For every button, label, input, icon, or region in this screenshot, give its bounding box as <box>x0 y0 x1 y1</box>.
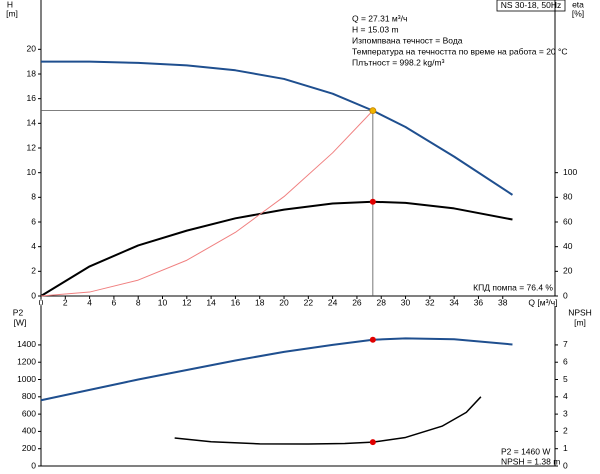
curve <box>174 396 482 445</box>
x-tick-label: 22 <box>304 297 314 307</box>
y-tick-label: 1400 <box>17 339 36 349</box>
info-line: Температура на течността по време на раб… <box>352 46 568 56</box>
x-tick-label: 6 <box>112 297 117 307</box>
y-axis-label: H <box>7 0 13 9</box>
model-box <box>496 0 566 12</box>
y-tick-label: 20 <box>27 44 37 54</box>
x-tick-label: 0 <box>39 297 44 307</box>
x-tick-label: 4 <box>87 297 92 307</box>
y-tick-label: 18 <box>27 68 37 78</box>
y2-tick-label: 5 <box>563 374 568 384</box>
model: NS 30-18, 50Hz <box>501 0 561 10</box>
y-tick-label: 0 <box>31 290 36 300</box>
y-tick-label: 2 <box>31 266 36 276</box>
y2-tick-label: 6 <box>563 356 568 366</box>
x-tick-label: 32 <box>425 297 435 307</box>
y-tick-label: 10 <box>27 167 37 177</box>
duty-point <box>369 439 376 446</box>
info-line: Изпомпвана течност = Вода <box>352 35 463 45</box>
y-tick-label: 6 <box>31 216 36 226</box>
y2-tick-label: 0 <box>563 290 568 300</box>
x-tick-label: 30 <box>401 297 411 307</box>
curve <box>41 60 514 196</box>
x-tick-label: 34 <box>449 297 459 307</box>
x-axis-label: Q [м³/ч] <box>528 297 557 307</box>
info-line: H = 15.03 m <box>352 24 399 34</box>
x-tick-label: 26 <box>352 297 362 307</box>
y2-tick-label: 80 <box>563 192 573 202</box>
y-tick-label: 200 <box>22 443 36 453</box>
curve <box>40 337 513 402</box>
x-tick-label: 14 <box>206 297 216 307</box>
y-tick-label: 16 <box>27 93 37 103</box>
x-tick-label: 28 <box>377 297 387 307</box>
y2-tick-label: 1 <box>563 443 568 453</box>
y2-axis-label: NPSH <box>568 307 592 317</box>
y2-tick-label: 3 <box>563 408 568 418</box>
x-tick-label: 12 <box>182 297 192 307</box>
x-tick-label: 8 <box>136 297 141 307</box>
y-tick-label: 800 <box>22 391 36 401</box>
info-line: Q = 27.31 м³/ч <box>352 13 407 23</box>
duty-point <box>369 336 376 343</box>
y2-tick-label: 7 <box>563 339 568 349</box>
y2-tick-label: 40 <box>563 241 573 251</box>
y-tick-label: 0 <box>31 460 36 470</box>
x-tick-label: 2 <box>63 297 68 307</box>
x-tick-label: 24 <box>328 297 338 307</box>
curve <box>40 200 513 297</box>
y2-tick-label: 100 <box>563 167 577 177</box>
y-tick-label: 400 <box>22 426 36 436</box>
note: P2 = 1460 W <box>501 446 550 456</box>
y2-axis-label: [m] <box>574 317 586 327</box>
y2-tick-label: 20 <box>563 266 573 276</box>
x-tick-label: 18 <box>255 297 265 307</box>
y2-axis-label: eta <box>572 0 584 9</box>
y-tick-label: 1200 <box>17 356 36 366</box>
info-line: Плътност = 998.2 kg/m³ <box>352 57 445 67</box>
efficiency-note: КПД помпа = 76.4 % <box>473 282 553 292</box>
duty-point <box>369 107 377 115</box>
x-tick-label: 38 <box>498 297 508 307</box>
y2-axis-label: [%] <box>572 8 584 18</box>
y-tick-label: 4 <box>31 241 36 251</box>
curve <box>40 110 374 297</box>
y-tick-label: 600 <box>22 408 36 418</box>
y2-tick-label: 4 <box>563 391 568 401</box>
y2-tick-label: 0 <box>563 460 568 470</box>
x-tick-label: 16 <box>231 297 241 307</box>
y-tick-label: 8 <box>31 192 36 202</box>
y-axis-label: [W] <box>14 317 27 327</box>
x-tick-label: 10 <box>158 297 168 307</box>
x-tick-label: 36 <box>474 297 484 307</box>
y-axis-label: P2 <box>13 307 24 317</box>
y2-tick-label: 2 <box>563 426 568 436</box>
y-tick-label: 12 <box>27 142 37 152</box>
y-tick-label: 1000 <box>17 374 36 384</box>
x-tick-label: 20 <box>279 297 289 307</box>
duty-point <box>369 198 376 205</box>
y-axis-label: [m] <box>6 8 18 18</box>
y2-tick-label: 60 <box>563 216 573 226</box>
note: NPSH = 1.38 m <box>501 456 560 466</box>
y-tick-label: 14 <box>27 118 37 128</box>
